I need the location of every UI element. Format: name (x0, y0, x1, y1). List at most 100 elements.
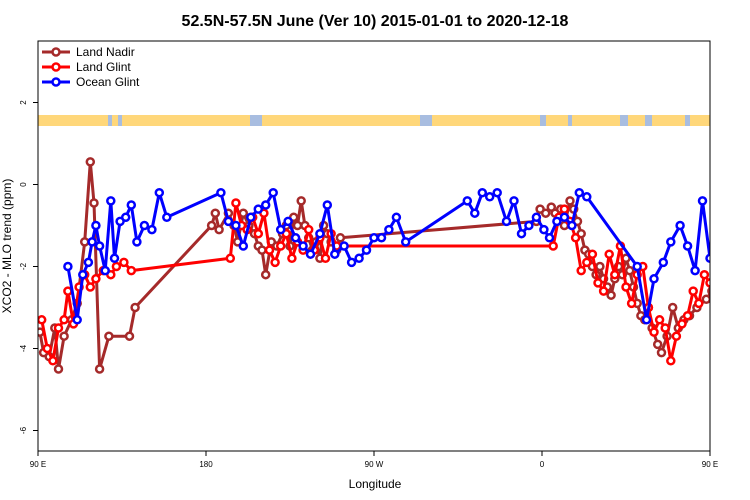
land-glint-point (38, 315, 47, 325)
land-glint-point (91, 274, 101, 284)
ocean-glint-point (330, 249, 340, 259)
legend-label-land-glint: Land Glint (76, 60, 131, 74)
ocean-glint-point (162, 212, 172, 223)
land-glint-point (654, 315, 665, 325)
ocean-glint-point (690, 265, 700, 276)
land-glint-point (587, 249, 598, 259)
ocean-glint-point (516, 228, 527, 239)
land-segment (112, 115, 118, 126)
ocean-glint-point (524, 220, 534, 231)
land-nadir-point (701, 294, 710, 305)
land-glint-point (42, 343, 53, 354)
land-nadir-point (210, 208, 221, 218)
y-tick-label: -6 (19, 426, 28, 434)
land-glint-point (225, 253, 236, 264)
land-segment (262, 115, 420, 126)
land-glint-point (570, 233, 581, 243)
ocean-glint-point (484, 192, 495, 202)
ocean-glint-point (91, 220, 101, 231)
land-nadir-point (565, 196, 575, 206)
land-glint-point (688, 286, 698, 296)
land-glint-point (598, 286, 609, 296)
ocean-glint-point (649, 274, 659, 284)
ocean-glint-point (87, 237, 97, 247)
ocean-glint-point (315, 228, 325, 239)
ocean-glint-point (238, 241, 249, 251)
land-glint-point (699, 269, 710, 280)
land-nadir-point (89, 198, 99, 208)
land-glint-point (705, 278, 710, 288)
y-axis: -6 -4 -2 0 2 (19, 100, 38, 434)
land-glint-point (548, 241, 558, 251)
ocean-glint-point (682, 241, 693, 251)
ocean-glint-point (106, 196, 116, 206)
ocean-glint-point (283, 216, 293, 227)
ocean-glint-point (582, 192, 592, 202)
ocean-glint-point (492, 187, 502, 198)
chart-title: 52.5N-57.5N June (Ver 10) 2015-01-01 to … (182, 13, 569, 30)
land-glint-point (231, 198, 241, 208)
ocean-glint-point (216, 187, 226, 198)
ocean-glint-point (531, 212, 542, 223)
land-nadir-point (53, 364, 64, 374)
y-tick-label: 2 (19, 100, 28, 105)
land-glint-point (264, 245, 275, 255)
ocean-glint-point (400, 237, 411, 247)
land-glint-point (59, 315, 69, 325)
x-tick-label: 90 E (702, 460, 718, 469)
land-glint-point (682, 310, 693, 321)
ocean-glint-point (260, 200, 271, 210)
ocean-glint-point (268, 187, 278, 198)
ocean-glint-point (658, 257, 669, 268)
land-glint-point (303, 224, 314, 235)
land-glint-point (48, 356, 58, 366)
land-segment (628, 115, 645, 126)
land-nadir-point (238, 208, 249, 218)
x-tick-label: 90 W (365, 460, 384, 469)
land-nadir-point (624, 265, 635, 276)
ocean-glint-point (231, 220, 241, 231)
ocean-glint-point (509, 196, 519, 206)
land-segment (690, 115, 710, 126)
land-glint-point (287, 253, 297, 264)
ocean-glint-point (132, 237, 142, 247)
land-glint-point (559, 204, 570, 214)
land-glint-point (275, 241, 286, 251)
land-nadir-point (292, 220, 303, 231)
ocean-glint-point (675, 220, 685, 231)
ocean-glint-point (290, 233, 301, 243)
ocean-glint-point (470, 208, 480, 218)
ocean-glint-point (354, 253, 364, 264)
y-tick-label: -2 (19, 262, 28, 270)
series-group (38, 157, 710, 374)
x-tick-label: 0 (540, 460, 545, 469)
land-nadir-point (206, 220, 217, 231)
land-glint-point (621, 282, 631, 292)
land-nadir-point (595, 261, 605, 272)
land-nadir-point (540, 208, 551, 218)
ocean-glint-point (705, 253, 710, 264)
land-glint-point (671, 331, 682, 341)
ocean-glint-point (477, 187, 488, 198)
ocean-glint-point (154, 187, 165, 198)
land-glint-point (604, 249, 614, 259)
land-nadir-point (652, 339, 663, 350)
land-glint-point (53, 323, 64, 333)
ocean-glint-point (120, 212, 131, 223)
ocean-glint-point (147, 224, 157, 235)
ocean-glint-point (298, 241, 308, 251)
land-nadir-point (335, 233, 346, 243)
land-glint-point (320, 253, 331, 264)
ocean-glint-point (501, 216, 512, 227)
land-nadir-point (79, 237, 90, 247)
land-nadir-point (296, 196, 306, 206)
ocean-glint-point (109, 253, 120, 264)
land-segment (546, 115, 568, 126)
ocean-glint-point (72, 315, 82, 325)
land-glint-point (666, 356, 676, 366)
ocean-glint-point (552, 216, 562, 227)
land-nadir-point (214, 224, 224, 235)
ocean-glint-point (574, 187, 585, 198)
land-glint-point (582, 257, 592, 268)
